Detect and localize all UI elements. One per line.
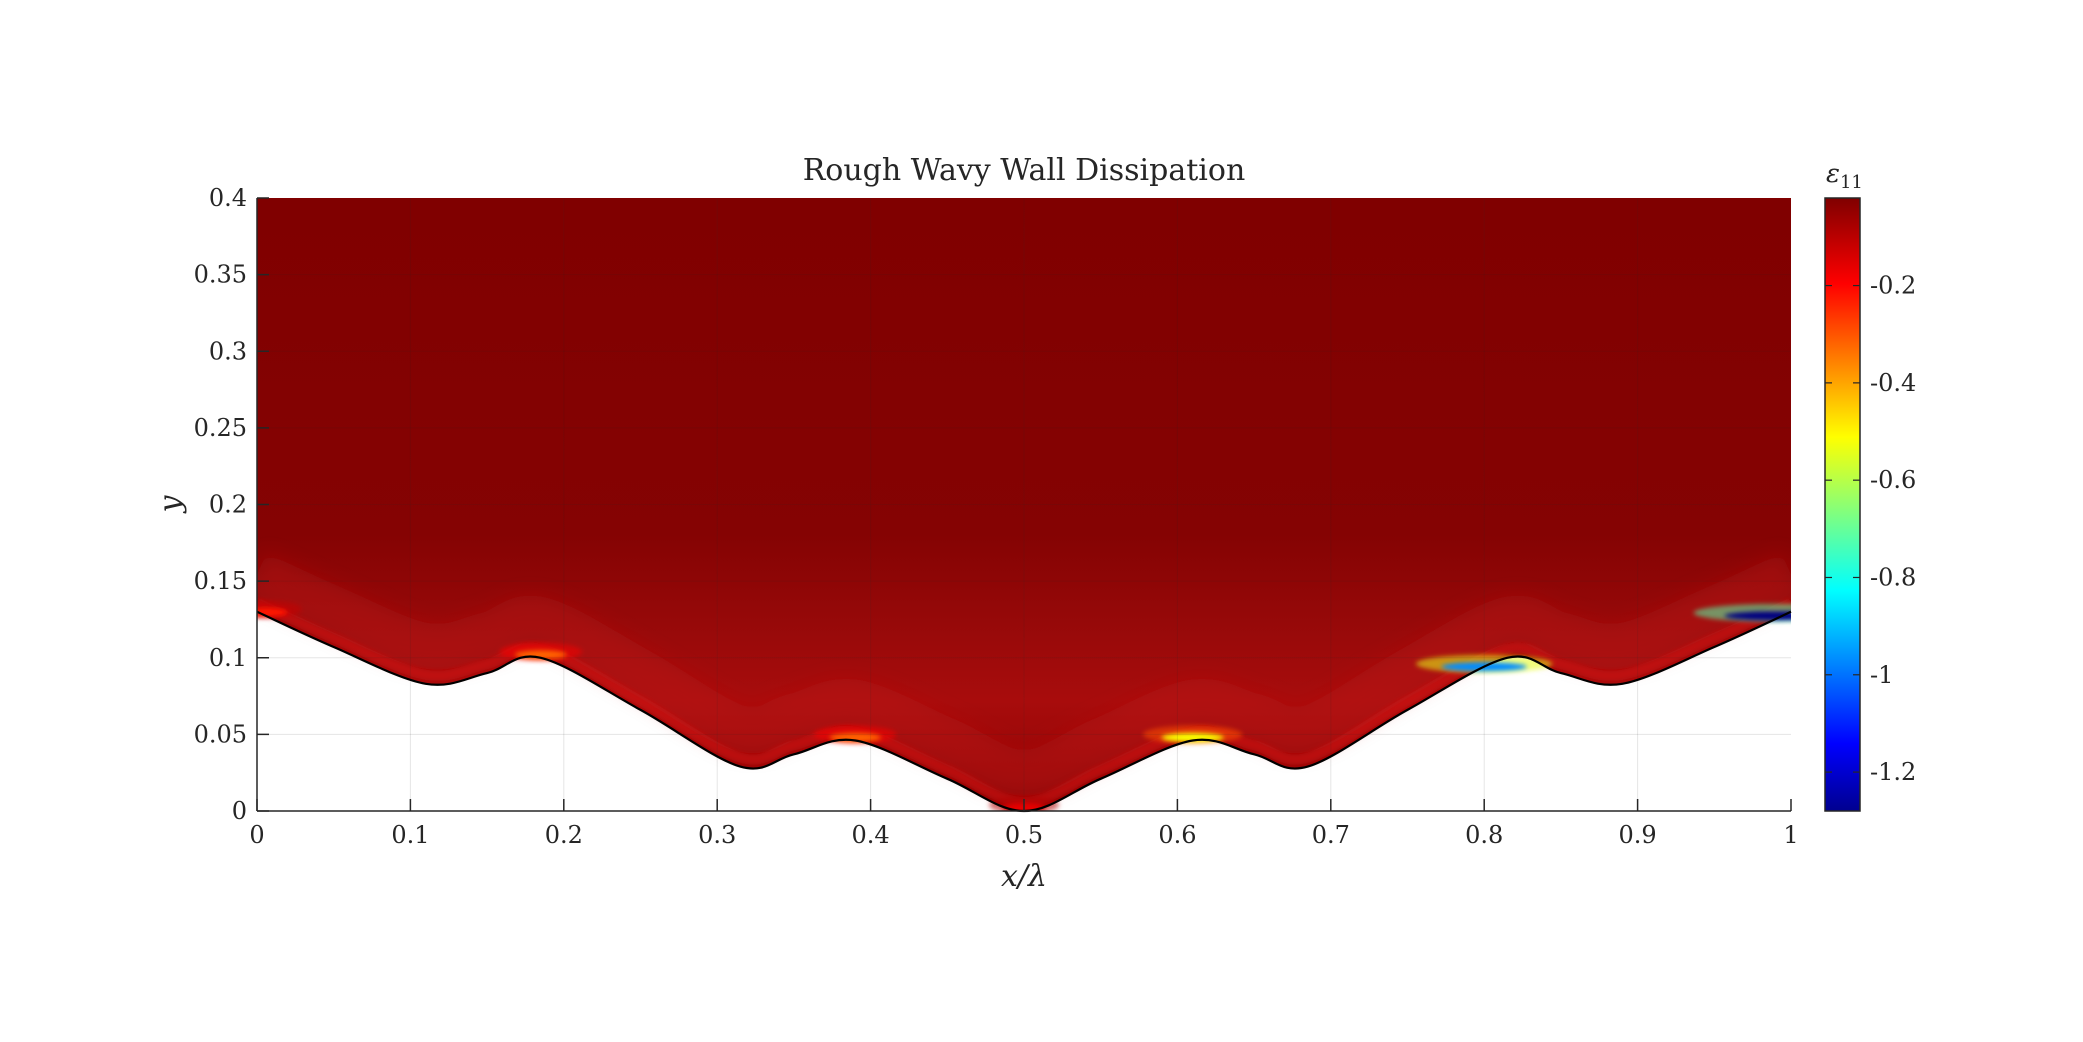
grid-lines bbox=[257, 198, 1791, 811]
colorbar-gradient bbox=[1824, 197, 1861, 812]
x-axis-ticks: 0 0.1 0.2 0.3 0.4 0.5 0.6 0.7 0.8 0.9 1 bbox=[249, 799, 1799, 849]
y-axis-label: y bbox=[153, 494, 188, 514]
shear-layer-glow bbox=[257, 552, 1791, 797]
colorbar-tick-label: -0.2 bbox=[1870, 272, 1916, 300]
x-axis-label: x/λ bbox=[1001, 859, 1047, 894]
x-tick-label: 0.7 bbox=[1312, 821, 1350, 849]
x-tick-label: 1 bbox=[1783, 821, 1798, 849]
y-tick-label: 0.4 bbox=[209, 184, 247, 212]
colorbar-tick-label: -0.8 bbox=[1870, 563, 1916, 591]
chart-title: Rough Wavy Wall Dissipation bbox=[803, 153, 1246, 188]
heatmap-field bbox=[257, 198, 1791, 811]
colorbar-tick-label: -1 bbox=[1870, 661, 1893, 689]
colorbar: ε11 -0.2 -0.4 -0.6 -0.8 -1 -1.2 bbox=[1824, 159, 1916, 812]
hotspot-core bbox=[1724, 611, 1791, 621]
colorbar-tick-label: -0.6 bbox=[1870, 466, 1916, 494]
colorbar-ticks: -0.2 -0.4 -0.6 -0.8 -1 -1.2 bbox=[1825, 272, 1916, 786]
colorbar-label: ε11 bbox=[1826, 159, 1863, 193]
y-tick-label: 0.25 bbox=[194, 414, 247, 442]
x-tick-label: 0.2 bbox=[545, 821, 583, 849]
y-tick-label: 0.35 bbox=[194, 261, 247, 289]
x-tick-label: 0 bbox=[249, 821, 264, 849]
y-tick-label: 0.3 bbox=[209, 337, 247, 365]
y-tick-label: 0.2 bbox=[209, 491, 247, 519]
x-tick-label: 0.4 bbox=[852, 821, 890, 849]
x-tick-label: 0.8 bbox=[1465, 821, 1503, 849]
y-axis-ticks: 0 0.05 0.1 0.15 0.2 0.25 0.3 0.35 0.4 bbox=[194, 184, 269, 825]
x-tick-label: 0.9 bbox=[1619, 821, 1657, 849]
colorbar-label-sub: 11 bbox=[1840, 172, 1863, 193]
x-tick-label: 0.3 bbox=[698, 821, 736, 849]
colorbar-label-main: ε bbox=[1826, 159, 1840, 189]
y-tick-label: 0.1 bbox=[209, 644, 247, 672]
colorbar-tick-label: -1.2 bbox=[1870, 758, 1916, 786]
y-tick-label: 0.15 bbox=[194, 567, 247, 595]
x-tick-label: 0.5 bbox=[1005, 821, 1043, 849]
y-tick-label: 0.05 bbox=[194, 720, 247, 748]
x-tick-label: 0.6 bbox=[1158, 821, 1196, 849]
y-tick-label: 0 bbox=[232, 797, 247, 825]
colorbar-tick-label: -0.4 bbox=[1870, 369, 1916, 397]
x-tick-label: 0.1 bbox=[391, 821, 429, 849]
